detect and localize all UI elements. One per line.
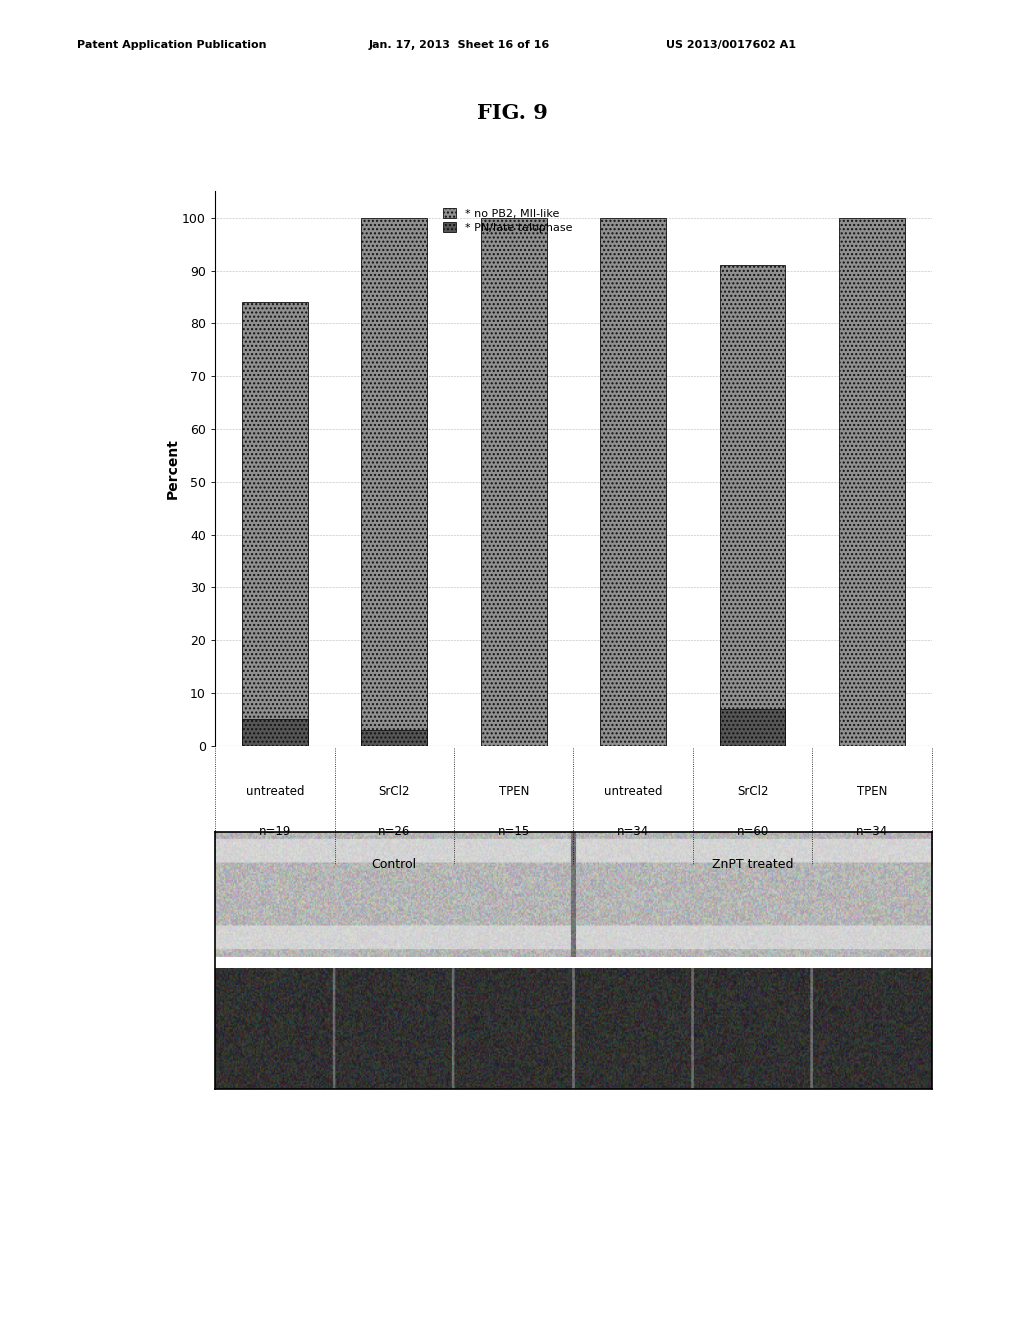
Bar (481, 218, 547, 746)
Text: Control: Control (372, 858, 417, 871)
Text: n=34: n=34 (617, 825, 649, 838)
Text: FIG. 9: FIG. 9 (476, 103, 548, 123)
Bar (720, 709, 785, 746)
Text: n=15: n=15 (498, 825, 529, 838)
Text: untreated: untreated (604, 785, 663, 799)
Text: Jan. 17, 2013  Sheet 16 of 16: Jan. 17, 2013 Sheet 16 of 16 (369, 40, 550, 50)
Text: n=60: n=60 (736, 825, 769, 838)
Y-axis label: Percent: Percent (165, 438, 179, 499)
Bar (361, 218, 427, 746)
Bar (720, 265, 785, 746)
Text: TPEN: TPEN (499, 785, 528, 799)
Text: n=34: n=34 (856, 825, 888, 838)
Text: SrCl2: SrCl2 (737, 785, 768, 799)
Text: n=26: n=26 (378, 825, 411, 838)
Bar (600, 218, 666, 746)
Bar (242, 302, 307, 746)
Bar (840, 218, 905, 746)
Text: ZnPT treated: ZnPT treated (712, 858, 794, 871)
Text: untreated: untreated (246, 785, 304, 799)
Text: TPEN: TPEN (857, 785, 887, 799)
Text: n=19: n=19 (259, 825, 291, 838)
Text: Patent Application Publication: Patent Application Publication (77, 40, 266, 50)
Text: US 2013/0017602 A1: US 2013/0017602 A1 (666, 40, 796, 50)
Legend: * no PB2, MII-like, * PN/late telophase: * no PB2, MII-like, * PN/late telophase (442, 209, 572, 232)
Text: SrCl2: SrCl2 (379, 785, 410, 799)
Bar (361, 730, 427, 746)
Bar (242, 719, 307, 746)
